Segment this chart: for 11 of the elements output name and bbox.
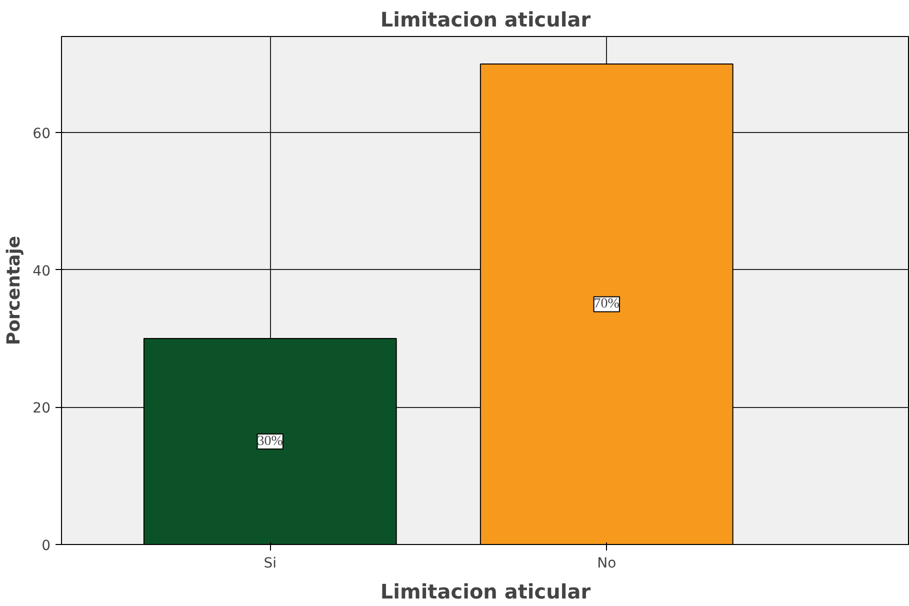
y-axis-title: Porcentaje — [4, 236, 25, 346]
y-tick-label: 40 — [32, 263, 51, 280]
y-tick-label: 0 — [42, 538, 51, 554]
x-tick-label: No — [597, 556, 616, 572]
x-tick-label: Si — [264, 556, 277, 572]
y-tick-label: 60 — [32, 126, 51, 142]
chart-title: Limitacion aticular — [380, 8, 591, 32]
y-tick-label: 20 — [32, 400, 51, 417]
data-label: 30% — [257, 434, 284, 450]
data-label: 70% — [594, 296, 620, 312]
x-axis-title: Limitacion aticular — [380, 580, 591, 604]
